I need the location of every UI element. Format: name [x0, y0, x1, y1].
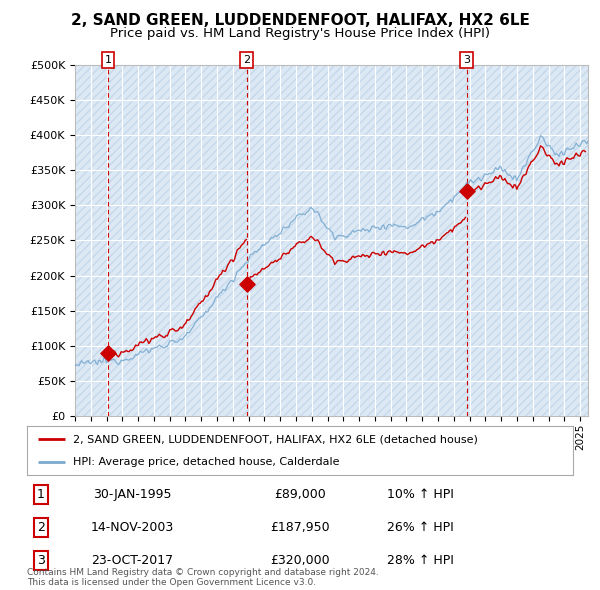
- Text: Contains HM Land Registry data © Crown copyright and database right 2024.
This d: Contains HM Land Registry data © Crown c…: [27, 568, 379, 587]
- Text: 26% ↑ HPI: 26% ↑ HPI: [386, 521, 454, 534]
- Text: 2, SAND GREEN, LUDDENDENFOOT, HALIFAX, HX2 6LE: 2, SAND GREEN, LUDDENDENFOOT, HALIFAX, H…: [71, 13, 529, 28]
- Point: [242, 279, 251, 289]
- Text: 23-OCT-2017: 23-OCT-2017: [91, 554, 173, 567]
- Text: HPI: Average price, detached house, Calderdale: HPI: Average price, detached house, Cald…: [73, 457, 340, 467]
- Text: 14-NOV-2003: 14-NOV-2003: [91, 521, 173, 534]
- Text: £320,000: £320,000: [270, 554, 330, 567]
- Text: £89,000: £89,000: [274, 488, 326, 501]
- Text: 3: 3: [463, 55, 470, 65]
- Text: 1: 1: [104, 55, 112, 65]
- Point: [462, 186, 472, 196]
- Text: 30-JAN-1995: 30-JAN-1995: [93, 488, 171, 501]
- Text: 2, SAND GREEN, LUDDENDENFOOT, HALIFAX, HX2 6LE (detached house): 2, SAND GREEN, LUDDENDENFOOT, HALIFAX, H…: [73, 434, 478, 444]
- Text: 10% ↑ HPI: 10% ↑ HPI: [386, 488, 454, 501]
- Text: 2: 2: [243, 55, 250, 65]
- Text: 3: 3: [37, 554, 45, 567]
- Text: Price paid vs. HM Land Registry's House Price Index (HPI): Price paid vs. HM Land Registry's House …: [110, 27, 490, 40]
- Text: 1: 1: [37, 488, 45, 501]
- Point: [103, 349, 113, 358]
- Text: 2: 2: [37, 521, 45, 534]
- Text: £187,950: £187,950: [270, 521, 330, 534]
- Text: 28% ↑ HPI: 28% ↑ HPI: [386, 554, 454, 567]
